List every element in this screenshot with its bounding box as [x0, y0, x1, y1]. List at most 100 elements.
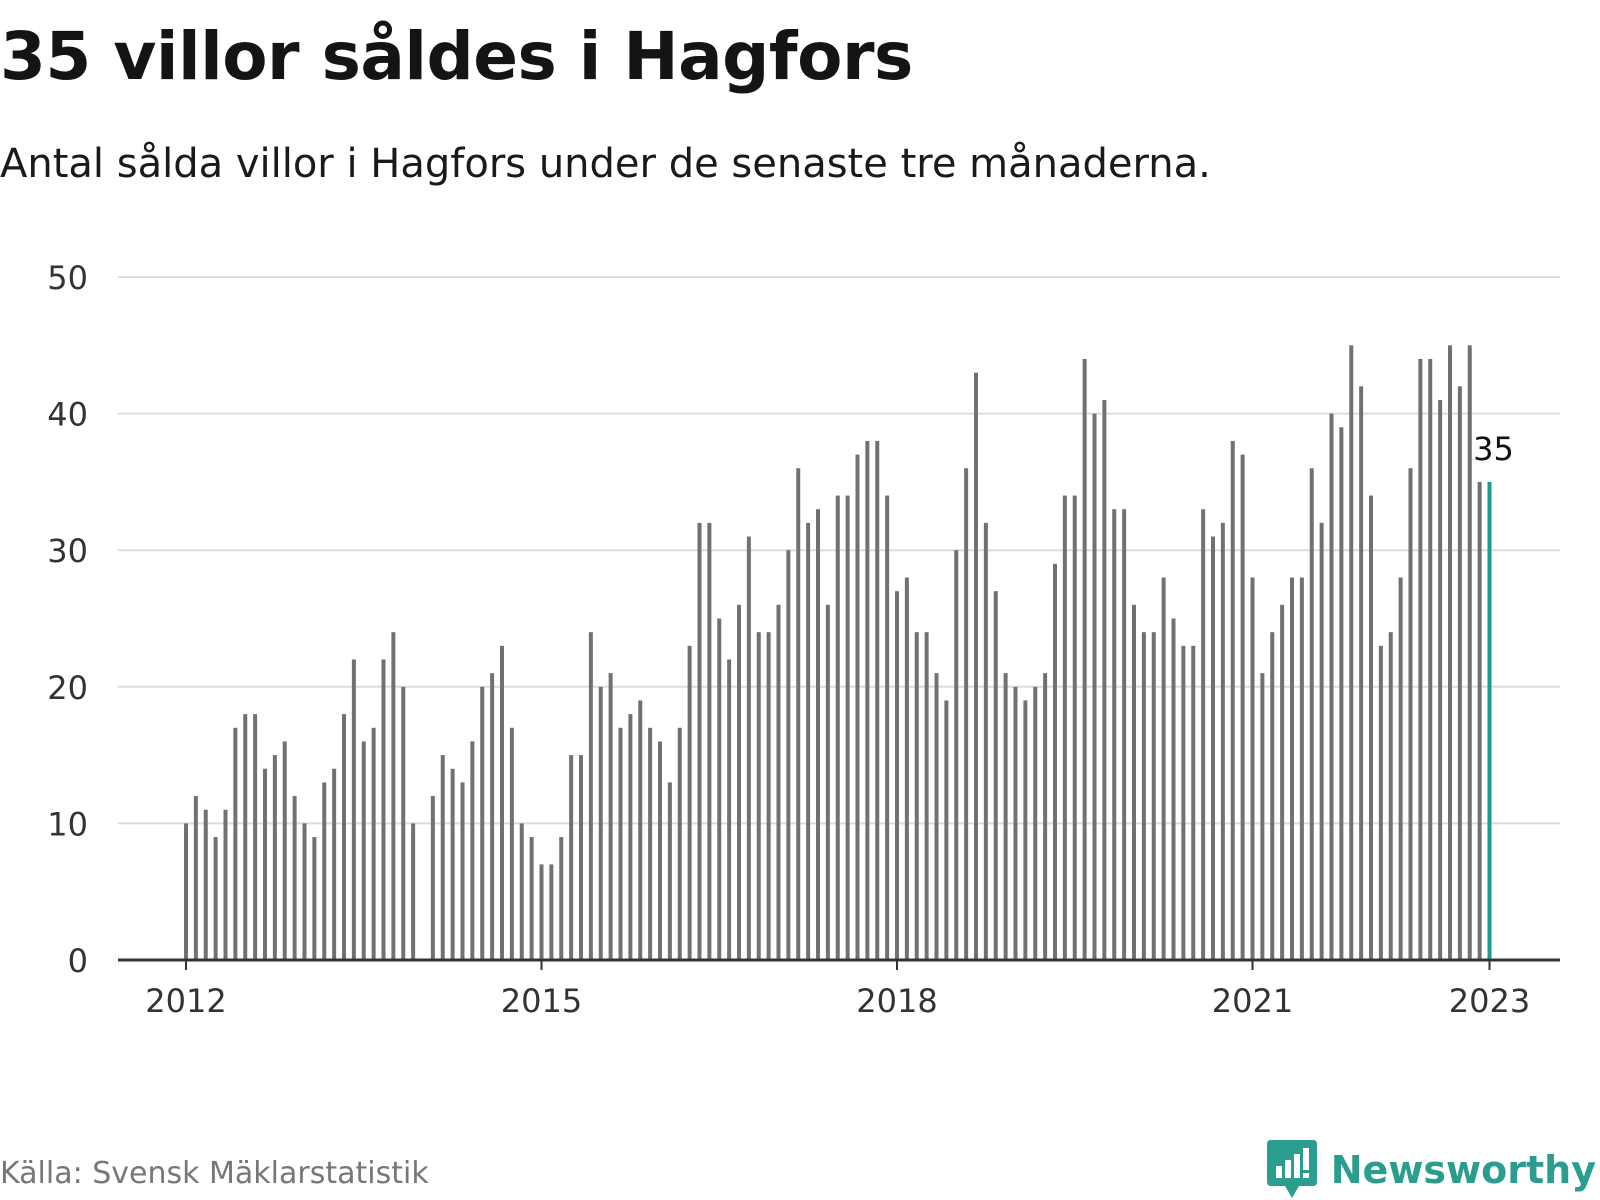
x-tick-label: 2012: [145, 982, 226, 1020]
bar: [865, 440, 870, 960]
bar: [539, 864, 544, 960]
bar: [1280, 604, 1285, 960]
bar: [1309, 468, 1314, 960]
bar: [1349, 345, 1354, 960]
x-tick-label: 2015: [501, 982, 582, 1020]
bar: [430, 796, 435, 960]
annotations: 35: [1473, 430, 1514, 468]
bar: [519, 823, 524, 960]
bar: [648, 727, 653, 960]
bars: [184, 345, 1492, 961]
chart-title: 35 villor såldes i Hagfors: [0, 18, 913, 95]
bar: [1102, 399, 1107, 960]
y-tick-label: 30: [47, 532, 88, 570]
bar: [1477, 481, 1482, 960]
bar: [1181, 645, 1186, 960]
brand-name: Newsworthy: [1330, 1148, 1596, 1192]
y-tick-label: 10: [47, 805, 88, 843]
bar: [1388, 632, 1393, 960]
bar: [381, 659, 386, 960]
bar: [342, 714, 346, 960]
bar: [549, 864, 554, 960]
bar: [618, 727, 623, 960]
bar: [1319, 522, 1324, 960]
bar: [766, 632, 771, 960]
bar: [411, 823, 416, 960]
x-tick-label: 2018: [856, 982, 937, 1020]
bar: [440, 755, 445, 960]
bar: [1250, 577, 1255, 960]
bar-chart: 0 10 20 30 40 50 2012 2015 2018 2021 2023 35: [47, 259, 1560, 1020]
bar: [1072, 495, 1077, 960]
x-tick-label: 2023: [1449, 982, 1530, 1020]
bar: [509, 727, 514, 960]
bar: [500, 645, 504, 960]
bar: [1378, 645, 1383, 960]
newsworthy-logo[interactable]: Newsworthy: [1266, 1140, 1596, 1200]
bar: [1230, 440, 1235, 960]
bar: [1290, 577, 1294, 960]
bar: [687, 645, 692, 960]
bar: [391, 632, 396, 960]
bar: [707, 522, 712, 960]
bar: [490, 673, 495, 960]
bar: [954, 550, 959, 960]
bar: [964, 468, 969, 960]
bar: [1201, 509, 1206, 960]
bar: [628, 714, 633, 960]
bar: [924, 632, 929, 960]
bar: [845, 495, 850, 960]
bar: [193, 796, 198, 960]
newsworthy-icon: [1266, 1140, 1317, 1198]
bar: [1457, 386, 1462, 960]
bar: [598, 686, 603, 960]
bar: [322, 782, 327, 960]
bar: [776, 604, 781, 960]
bar: [737, 604, 741, 960]
bar: [302, 823, 307, 960]
bar: [796, 468, 801, 960]
bar: [1033, 686, 1038, 960]
bar: [746, 536, 751, 960]
bar: [1161, 577, 1166, 960]
bar: [895, 591, 899, 960]
bar: [1191, 645, 1196, 960]
bar: [825, 604, 830, 960]
y-tick-label: 0: [68, 942, 88, 980]
bar: [993, 591, 998, 960]
bar: [292, 796, 297, 960]
bar: [1299, 577, 1304, 960]
bar: [1013, 686, 1018, 960]
bar: [677, 727, 682, 960]
bar: [875, 440, 880, 960]
bar: [1448, 345, 1452, 960]
bar: [1053, 563, 1057, 960]
y-tick-label: 40: [47, 396, 88, 434]
bar: [263, 768, 267, 960]
bar: [727, 659, 732, 960]
bar: [1151, 632, 1156, 960]
bar: [697, 522, 702, 960]
y-tick-label: 50: [47, 259, 88, 297]
bar: [658, 741, 662, 960]
bar: [332, 768, 337, 960]
highlight-bar: [1487, 481, 1492, 960]
bar: [184, 823, 188, 960]
bar: [351, 659, 356, 960]
bar: [667, 782, 672, 960]
bar: [1023, 700, 1028, 960]
bar: [529, 837, 534, 960]
x-axis: 2012 2015 2018 2021 2023: [118, 958, 1560, 1020]
bar: [1003, 673, 1008, 960]
bar: [579, 755, 583, 960]
bar: [1428, 358, 1433, 961]
bar: [203, 809, 208, 960]
bar: [1132, 604, 1136, 960]
bar: [233, 727, 238, 960]
bar: [480, 686, 485, 960]
bar: [904, 577, 909, 960]
bar: [786, 550, 791, 960]
bar: [944, 700, 949, 960]
highlight-label: 35: [1473, 430, 1514, 468]
bar: [1339, 427, 1344, 960]
